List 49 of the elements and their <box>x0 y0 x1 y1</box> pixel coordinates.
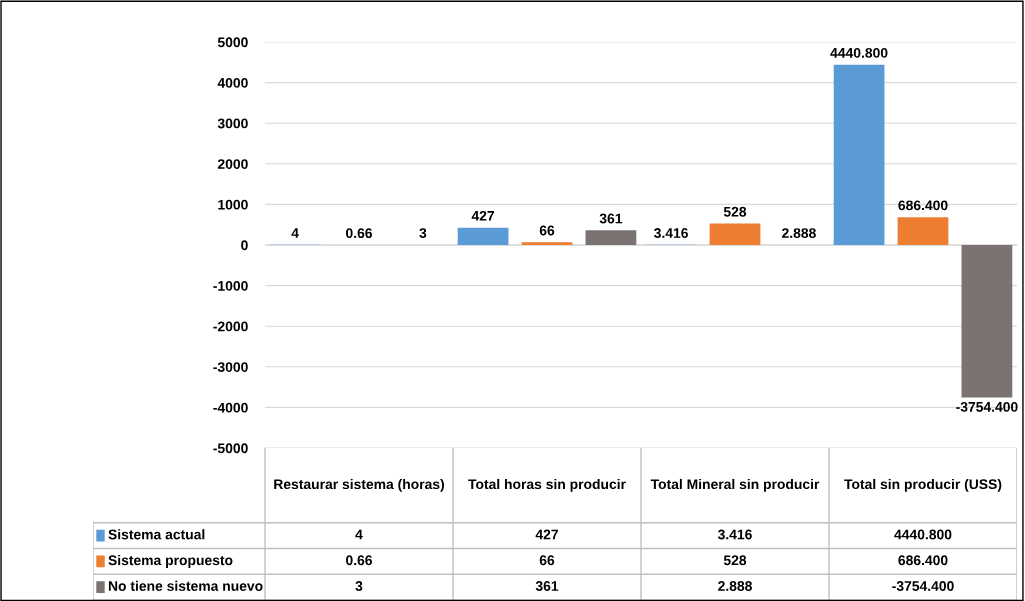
data-label: 427 <box>535 529 558 540</box>
text: 66 <box>539 225 555 236</box>
y-tick-label: 2000 <box>217 159 248 169</box>
text: 4440.800 <box>830 47 888 58</box>
text: 3.416 <box>654 228 688 238</box>
y-tick-label: -4000 <box>213 402 248 413</box>
y-tick-label: -3000 <box>213 362 248 372</box>
bar <box>521 242 573 245</box>
bar <box>833 64 885 245</box>
legend-label: Sistema propuesto <box>108 554 233 568</box>
data-label: 3 <box>355 581 363 591</box>
text: 3 <box>419 228 427 238</box>
y-tick-label: 1000 <box>218 199 248 210</box>
data-label: 66 <box>539 555 555 566</box>
data-label: 2.888 <box>718 581 752 591</box>
y-tick-label: -2000 <box>213 321 248 332</box>
y-tick-label: 4000 <box>217 77 248 88</box>
text: 0.66 <box>346 228 373 239</box>
x-tick-label: Restaurar sistema (horas) <box>274 478 444 492</box>
x-tick-label: Total sin producir (USS) <box>844 478 1002 492</box>
data-label: 4440.800 <box>894 529 952 540</box>
bar <box>457 227 509 245</box>
data-label: 528 <box>723 555 747 566</box>
data-label: 686.400 <box>898 555 948 566</box>
bar <box>897 217 949 245</box>
legend-label: No tiene sistema nuevo <box>108 580 263 591</box>
text: 686.400 <box>898 200 948 211</box>
y-tick-label: 3000 <box>217 118 248 129</box>
data-label: 0.66 <box>346 555 373 566</box>
y-tick-label: -5000 <box>213 443 248 454</box>
data-label: 361 <box>535 581 559 591</box>
data-label: -3754.400 <box>892 581 954 591</box>
y-tick-label: -1000 <box>213 280 248 291</box>
text: 427 <box>471 210 495 221</box>
bar <box>709 223 761 245</box>
x-tick-label: Total Mineral sin producir <box>650 478 820 492</box>
legend-label: Sistema actual <box>108 529 205 540</box>
data-label: 4 <box>355 529 363 540</box>
bar <box>585 230 637 245</box>
y-tick-label: 5000 <box>217 37 248 48</box>
text: 2.888 <box>782 228 816 238</box>
y-tick-label: 0 <box>241 240 248 251</box>
text: 361 <box>599 213 623 224</box>
text: 4 <box>291 228 299 238</box>
bar <box>961 245 1013 398</box>
x-tick-label: Total horas sin producir <box>468 478 626 492</box>
text: 528 <box>723 206 747 217</box>
text: -3754.400 <box>956 401 1018 412</box>
data-label: 3.416 <box>717 529 752 540</box>
